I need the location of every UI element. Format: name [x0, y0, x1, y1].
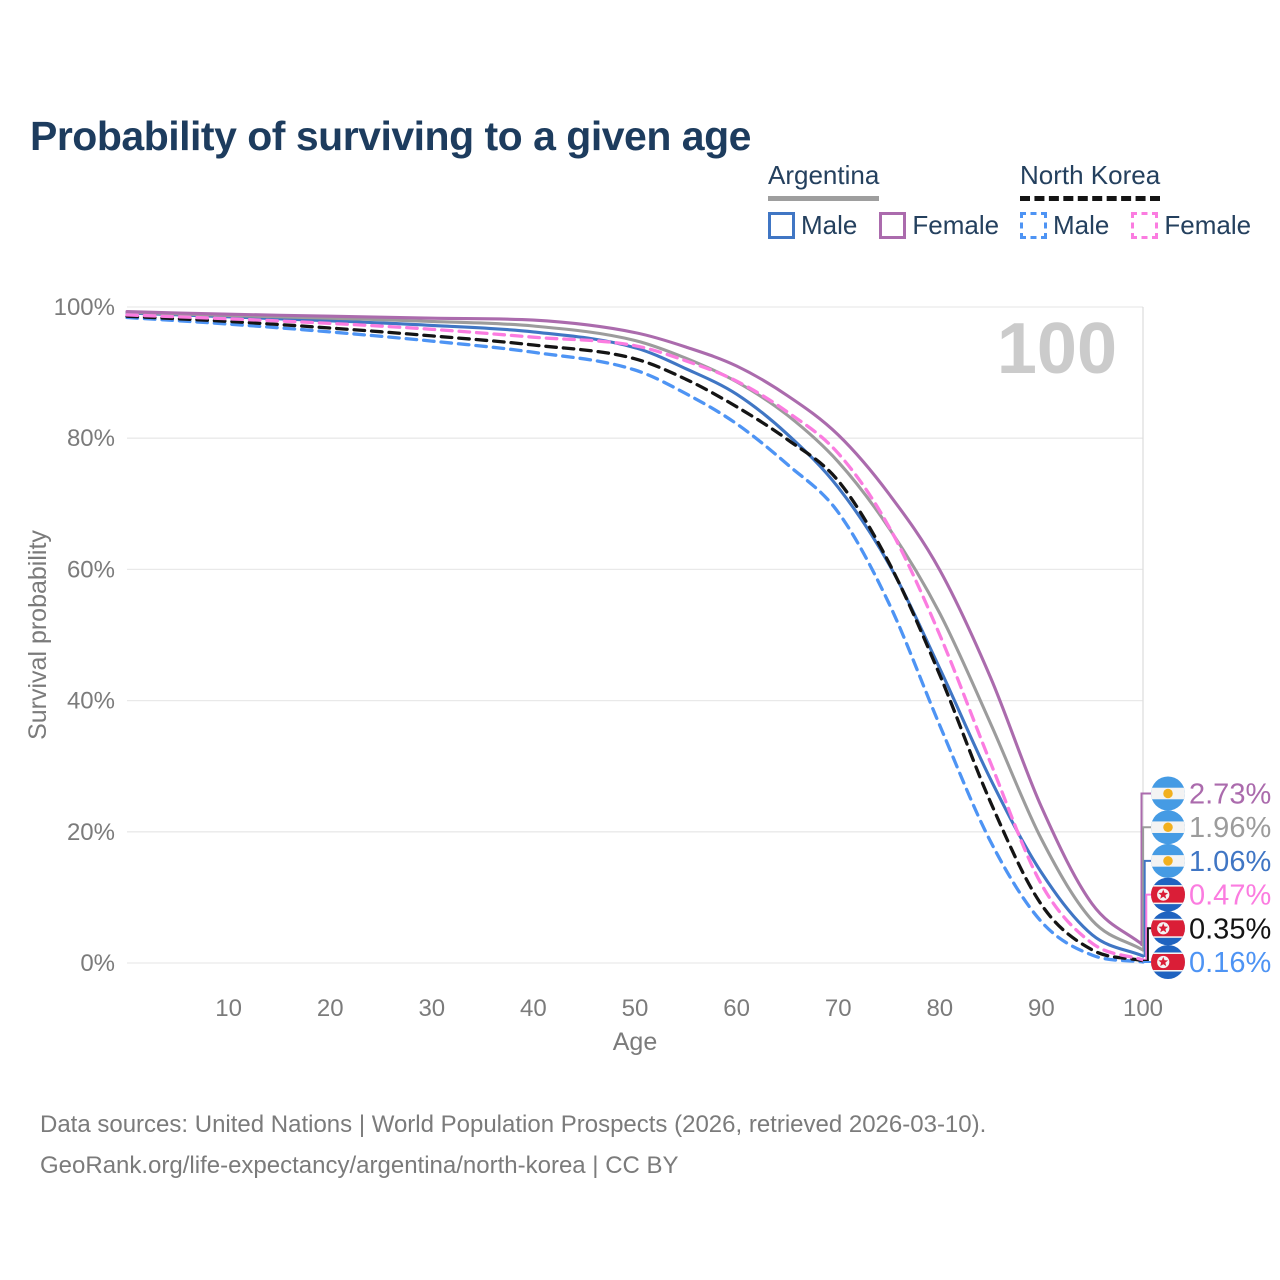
age-watermark: 100: [997, 309, 1117, 389]
y-tick-label-80: 80%: [67, 425, 115, 452]
legend-label: Male: [1053, 210, 1110, 240]
leader-line-north-korea-both-sexes: [1143, 927, 1151, 962]
y-tick-label-0: 0%: [80, 950, 115, 977]
page-title: Probability of surviving to a given age: [30, 113, 751, 160]
y-axis-title: Survival probability: [24, 530, 52, 740]
x-tick-label-70: 70: [825, 995, 852, 1022]
argentina-male-swatch-icon: [768, 212, 795, 239]
x-tick-label-50: 50: [622, 995, 649, 1022]
star-icon: [1158, 889, 1169, 899]
legend-group-argentina: Argentina Male Female: [768, 160, 999, 241]
y-tick-label-100: 100%: [54, 294, 115, 321]
north-korea-female-swatch-icon: [1131, 212, 1159, 239]
y-tick-label-60: 60%: [67, 556, 115, 583]
series-line-north-korea-male: [125, 315, 1145, 964]
argentina-flag-icon: [1151, 776, 1185, 811]
data-sources-line: Data sources: United Nations | World Pop…: [40, 1111, 987, 1138]
series-line-north-korea-both-sexes: [125, 314, 1145, 963]
legend-item-argentina-male[interactable]: Male: [768, 210, 857, 241]
north-korea-flag-icon: [1151, 877, 1185, 912]
legend-row-north-korea: Male Female: [1020, 210, 1251, 241]
legend-item-north-korea-female[interactable]: Female: [1131, 210, 1251, 241]
x-tick-label-100: 100: [1123, 995, 1163, 1022]
series-line-argentina-both-sexes: [125, 310, 1145, 952]
legend-group-north-korea: North Korea Male Female: [1020, 160, 1251, 241]
footer: Data sources: United Nations | World Pop…: [40, 1104, 986, 1187]
north-korea-flag-icon: [1151, 911, 1185, 946]
star-icon: [1158, 956, 1169, 967]
legend-label: Male: [801, 210, 858, 240]
x-tick-label-30: 30: [418, 995, 445, 1022]
x-tick-label-20: 20: [317, 995, 344, 1022]
legend-country-north-korea: North Korea: [1020, 160, 1161, 201]
series-line-argentina-female: [125, 310, 1145, 947]
x-tick-label-10: 10: [215, 995, 242, 1022]
star-icon: [1158, 923, 1169, 933]
legend-label: Female: [912, 210, 1000, 240]
legend-label: Female: [1164, 210, 1252, 240]
north-korea-flag-icon: [1151, 945, 1185, 979]
x-tick-label-80: 80: [926, 995, 953, 1022]
legend-row-argentina: Male Female: [768, 210, 999, 241]
argentina-flag-icon: [1151, 810, 1185, 845]
attribution-line: GeoRank.org/life-expectancy/argentina/no…: [40, 1152, 679, 1180]
series-line-north-korea-female: [125, 313, 1145, 962]
argentina-flag-icon: [1151, 843, 1185, 878]
leader-line-argentina-both-sexes: [1142, 826, 1151, 952]
end-value-label-north-korea-both-sexes: 0.35%: [1189, 913, 1271, 945]
leader-line-argentina-male: [1143, 859, 1151, 957]
x-tick-label-90: 90: [1028, 995, 1055, 1022]
y-tick-label-20: 20%: [67, 819, 115, 846]
end-value-label-argentina-both-sexes: 1.96%: [1189, 812, 1271, 844]
end-value-label-north-korea-male: 0.16%: [1189, 947, 1271, 979]
y-tick-label-40: 40%: [67, 688, 115, 715]
legend-item-north-korea-male[interactable]: Male: [1020, 210, 1109, 241]
legend-country-argentina: Argentina: [768, 160, 880, 201]
end-value-label-argentina-male: 1.06%: [1189, 846, 1271, 878]
x-tick-label-40: 40: [520, 995, 547, 1022]
end-value-label-north-korea-female: 0.47%: [1189, 880, 1271, 912]
end-value-label-argentina-female: 2.73%: [1189, 779, 1271, 811]
argentina-female-swatch-icon: [879, 212, 907, 239]
north-korea-male-swatch-icon: [1020, 212, 1047, 239]
legend-item-argentina-female[interactable]: Female: [879, 210, 999, 241]
x-tick-label-60: 60: [723, 995, 750, 1022]
series-line-argentina-male: [125, 311, 1145, 958]
x-axis-title: Age: [613, 1028, 657, 1056]
